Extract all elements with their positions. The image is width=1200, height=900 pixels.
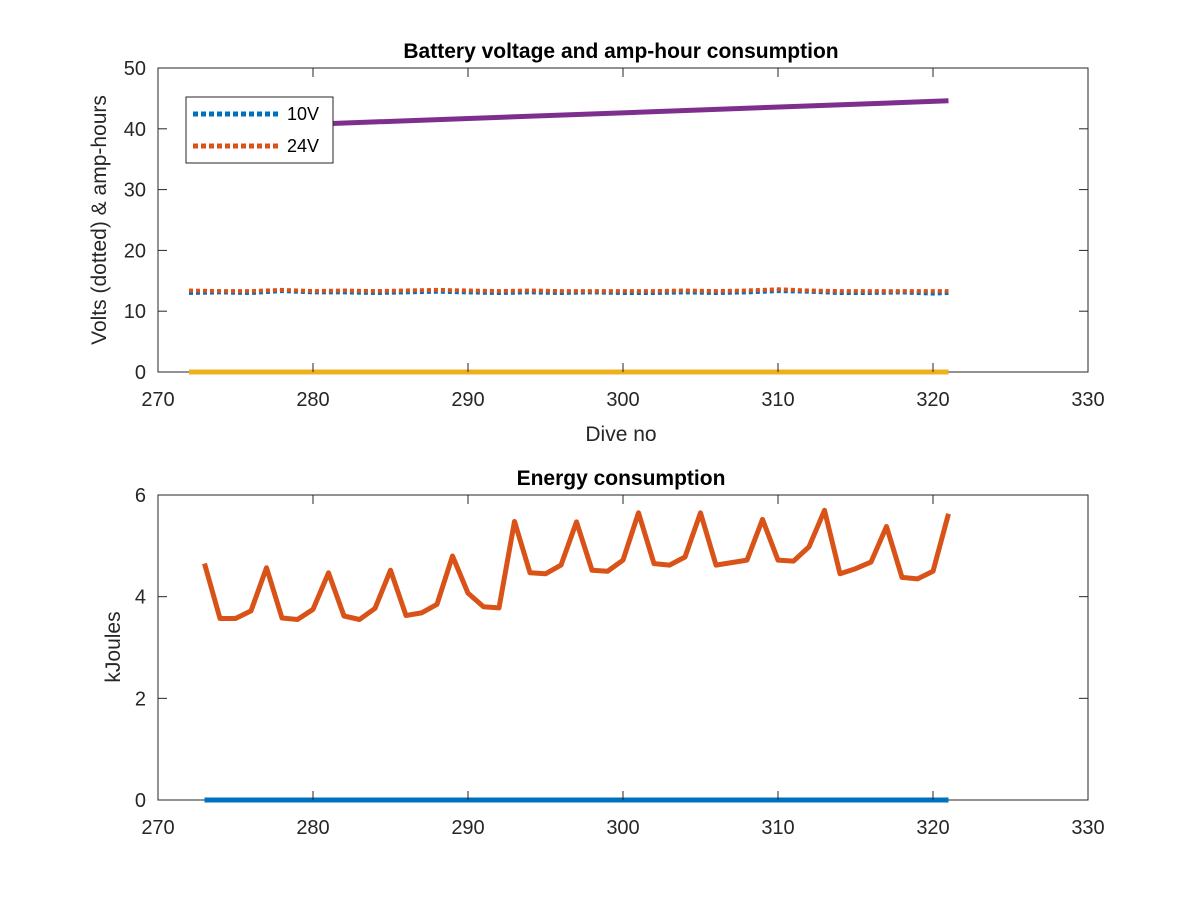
bottom-x-tick-label: 330 bbox=[1071, 817, 1104, 839]
legend-24v-label: 24V bbox=[287, 136, 319, 156]
bottom-subplot: 270 280 290 300 310 320 330 0 2 4 6 Energy consump… bbox=[102, 467, 1105, 839]
top-chart-title: Battery voltage and amp-hour consumption bbox=[403, 40, 838, 63]
bottom-x-tick-label: 280 bbox=[296, 817, 329, 839]
top-x-tick-label: 320 bbox=[916, 389, 949, 411]
bottom-y-axis-label: kJoules bbox=[102, 611, 125, 682]
bottom-y-tick-label: 4 bbox=[135, 587, 146, 609]
top-y-tick-label: 0 bbox=[135, 362, 146, 384]
bottom-x-tick-label: 270 bbox=[141, 817, 174, 839]
top-y-tick-label: 20 bbox=[124, 240, 146, 262]
top-x-tick-label: 300 bbox=[606, 389, 639, 411]
bottom-x-tick-label: 310 bbox=[761, 817, 794, 839]
top-tick-group: 270 280 290 300 310 320 330 0 10 20 30 40 50 bbox=[124, 58, 1105, 411]
bottom-y-tick-label: 0 bbox=[135, 790, 146, 812]
bottom-x-tick-label: 300 bbox=[606, 817, 639, 839]
top-subplot: 270 280 290 300 310 320 330 0 10 20 30 40 50 Battery… bbox=[88, 40, 1105, 446]
top-y-tick-label: 10 bbox=[124, 301, 146, 323]
top-series-24v-line bbox=[188, 287, 949, 294]
legend-box bbox=[185, 96, 334, 164]
bottom-plot-area bbox=[157, 494, 1089, 801]
bottom-x-tick-label: 290 bbox=[451, 817, 484, 839]
top-series-group bbox=[188, 98, 949, 375]
top-x-tick-label: 290 bbox=[451, 389, 484, 411]
bottom-y-tick-label: 2 bbox=[135, 688, 146, 710]
top-x-axis-label: Dive no bbox=[585, 423, 656, 446]
top-y-axis-label: Volts (dotted) & amp-hours bbox=[88, 95, 111, 345]
top-y-tick-label: 30 bbox=[124, 180, 146, 202]
top-x-tick-label: 270 bbox=[141, 389, 174, 411]
legend-10v-label: 10V bbox=[287, 104, 319, 124]
top-y-tick-label: 40 bbox=[124, 119, 146, 141]
bottom-chart-title: Energy consumption bbox=[517, 467, 726, 490]
top-y-tick-label: 50 bbox=[124, 58, 146, 80]
bottom-y-tick-label: 6 bbox=[135, 485, 146, 507]
top-x-tick-label: 330 bbox=[1071, 389, 1104, 411]
bottom-series-group bbox=[202, 507, 951, 803]
bottom-x-tick-label: 320 bbox=[916, 817, 949, 839]
top-x-tick-label: 280 bbox=[296, 389, 329, 411]
legend: 10V 24V bbox=[185, 96, 334, 164]
top-x-tick-label: 310 bbox=[761, 389, 794, 411]
bottom-tick-group: 270 280 290 300 310 320 330 0 2 4 6 bbox=[135, 485, 1105, 839]
bottom-series-0-line bbox=[202, 507, 951, 622]
